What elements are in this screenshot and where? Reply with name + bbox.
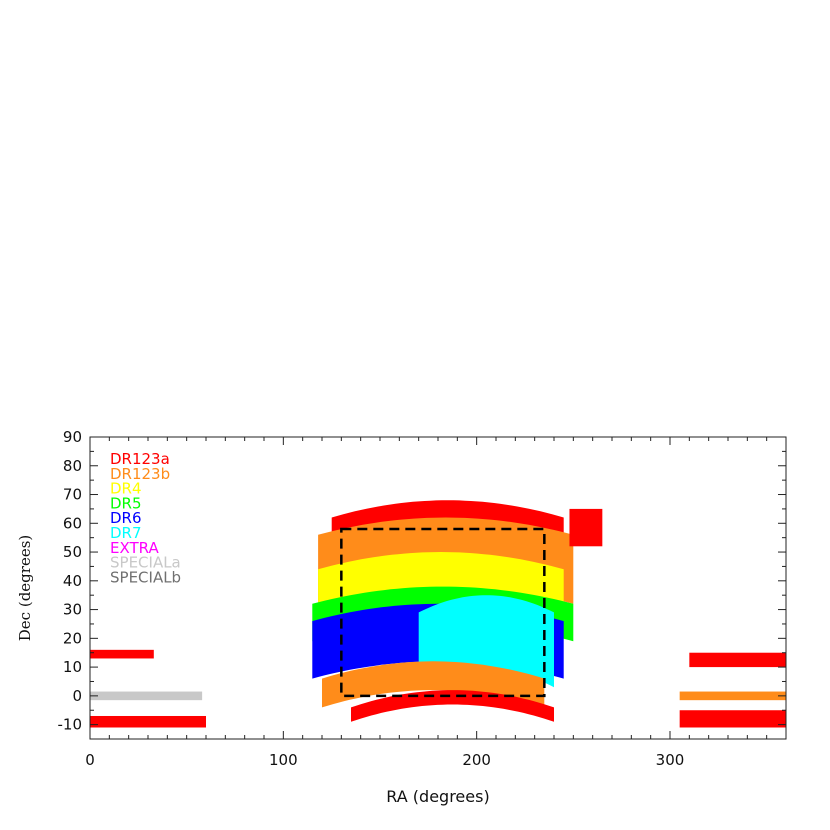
region-dr123a-14 (569, 508, 603, 547)
legend-item-speciala: SPECIALa (110, 554, 181, 572)
legend: DR123aDR123bDR4DR5DR6DR7EXTRASPECIALaSPE… (110, 450, 181, 586)
legend-item-dr123b: DR123b (110, 465, 170, 483)
x-axis: 0 100 200 300 (85, 437, 768, 769)
y-tick-label: 50 (63, 543, 82, 561)
x-tick-label: 0 (85, 751, 95, 769)
region-dr123a-8 (90, 649, 154, 659)
region-dr123b-6 (322, 661, 545, 708)
x-tick-label: 200 (462, 751, 491, 769)
x-tick-label: 100 (269, 751, 298, 769)
y-axis-label: Dec (degrees) (16, 535, 34, 641)
y-tick-label: 30 (63, 601, 82, 619)
legend-item-dr7: DR7 (110, 524, 142, 542)
x-tick-label: 300 (656, 751, 685, 769)
y-tick-label: 10 (63, 658, 82, 676)
x-axis-label: RA (degrees) (386, 787, 489, 806)
legend-item-dr4: DR4 (110, 480, 142, 498)
y-tick-label: 70 (63, 486, 82, 504)
region-dr123b-13 (679, 691, 786, 701)
y-axis: -10 0 10 20 30 40 50 60 70 80 90 (58, 428, 786, 734)
selection-box (340, 527, 546, 698)
region-dr123a-7 (351, 690, 554, 722)
legend-item-extra: EXTRA (110, 539, 159, 557)
y-tick-label: 90 (63, 428, 82, 446)
region-dr123a-12 (679, 710, 786, 728)
legend-item-dr5: DR5 (110, 494, 142, 512)
y-tick-label: 20 (63, 629, 82, 647)
region-speciala-10 (90, 691, 203, 701)
legend-item-dr6: DR6 (110, 509, 142, 527)
y-tick-label: 80 (63, 457, 82, 475)
survey-regions (90, 500, 786, 728)
legend-item-dr123a: DR123a (110, 450, 170, 468)
region-dr123a-11 (689, 652, 786, 668)
region-dr123a-9 (90, 715, 206, 728)
legend-item-specialb: SPECIALb (110, 568, 181, 586)
y-tick-label: 60 (63, 514, 82, 532)
y-tick-label: 0 (72, 687, 82, 705)
y-tick-label: 40 (63, 572, 82, 590)
y-tick-label: -10 (58, 716, 83, 734)
